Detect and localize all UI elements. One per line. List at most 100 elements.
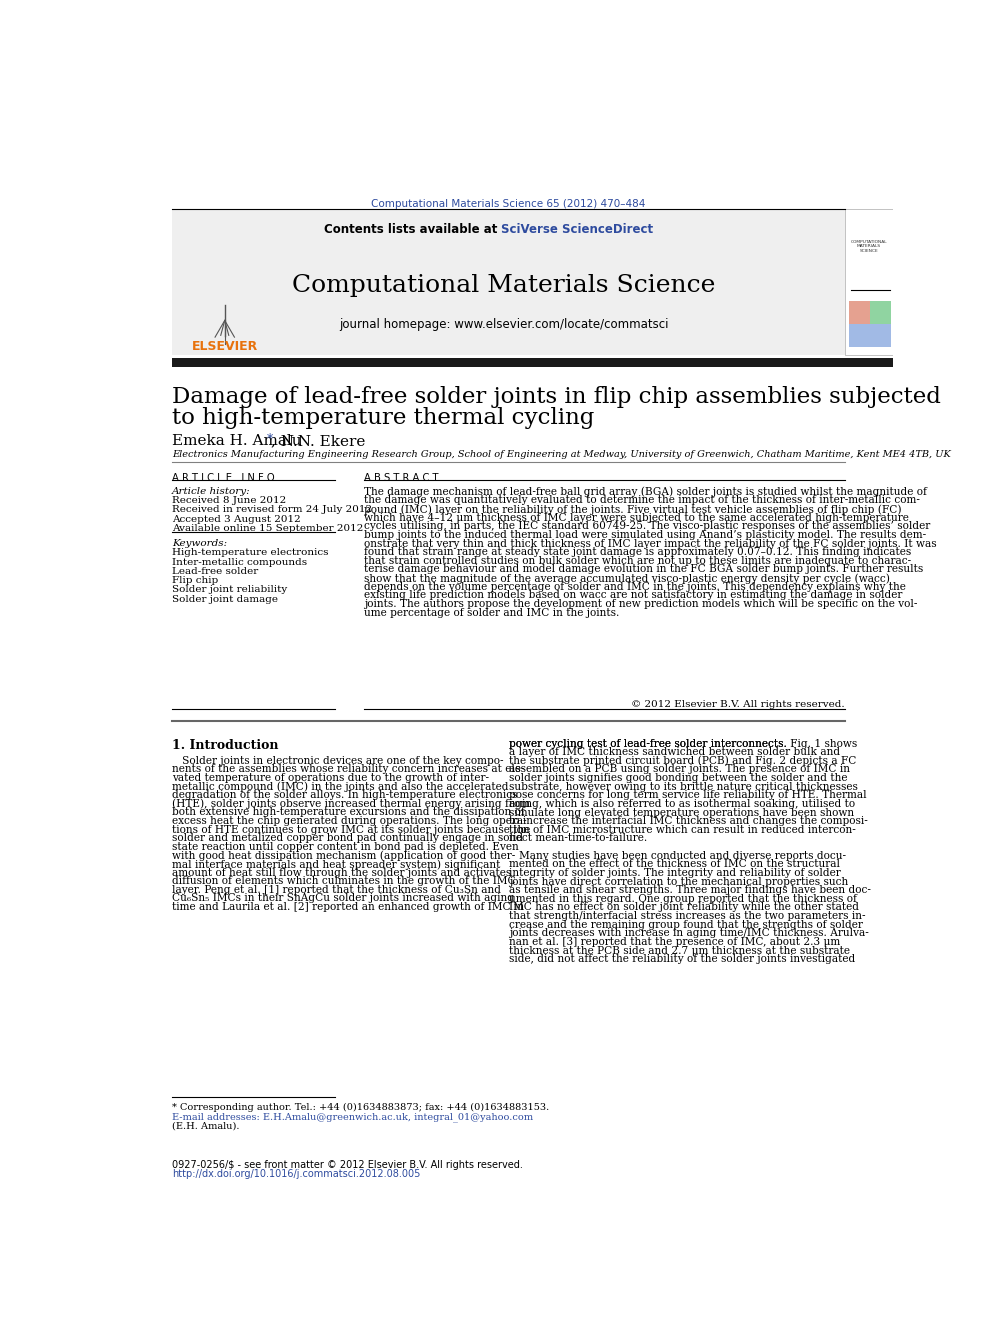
Text: COMPUTATIONAL
MATERIALS
SCIENCE: COMPUTATIONAL MATERIALS SCIENCE (850, 239, 887, 253)
Text: umented in this regard. One group reported that the thickness of: umented in this regard. One group report… (509, 894, 857, 904)
Bar (848, 324, 891, 348)
Text: Damage of lead-free solder joints in flip chip assemblies subjected: Damage of lead-free solder joints in fli… (172, 386, 941, 407)
Text: The damage mechanism of lead-free ball grid array (BGA) solder joints is studied: The damage mechanism of lead-free ball g… (364, 487, 928, 497)
Text: to high-temperature thermal cycling: to high-temperature thermal cycling (172, 406, 594, 429)
Text: which have 4–12 μm thickness of IMC layer were subjected to the same accelerated: which have 4–12 μm thickness of IMC laye… (364, 512, 909, 523)
Text: with good heat dissipation mechanism (application of good ther-: with good heat dissipation mechanism (ap… (172, 851, 515, 861)
Bar (172, 359, 893, 366)
Text: layer. Peng et al. [1] reported that the thickness of Cu₃Sn and: layer. Peng et al. [1] reported that the… (172, 885, 501, 894)
Text: solder and metalized copper bond pad continually engage in solid: solder and metalized copper bond pad con… (172, 833, 523, 843)
Text: mented on the effect of the thickness of IMC on the structural: mented on the effect of the thickness of… (509, 860, 840, 869)
Text: power cycling test of lead-free solder interconnects. Fig. 1 shows: power cycling test of lead-free solder i… (509, 738, 857, 749)
Text: mal interface materials and heat spreader system) significant: mal interface materials and heat spreade… (172, 859, 500, 869)
Text: degradation of the solder alloys. In high-temperature electronics: degradation of the solder alloys. In hig… (172, 790, 518, 800)
Text: cycles utilising, in parts, the IEC standard 60749-25. The visco-plastic respons: cycles utilising, in parts, the IEC stan… (364, 521, 930, 532)
Text: E-mail addresses: E.H.Amalu@greenwich.ac.uk, integral_01@yahoo.com: E-mail addresses: E.H.Amalu@greenwich.ac… (172, 1113, 533, 1122)
Text: as tensile and shear strengths. Three major findings have been doc-: as tensile and shear strengths. Three ma… (509, 885, 871, 896)
Text: Keywords:: Keywords: (172, 540, 227, 548)
Text: , N.N. Ekere: , N.N. Ekere (271, 434, 366, 448)
Text: Solder joints in electronic devices are one of the key compo-: Solder joints in electronic devices are … (172, 755, 504, 766)
Text: excess heat the chip generated during operations. The long opera-: excess heat the chip generated during op… (172, 816, 527, 826)
Text: Received 8 June 2012: Received 8 June 2012 (172, 496, 287, 505)
Text: Article history:: Article history: (172, 487, 251, 496)
Text: nan et al. [3] reported that the presence of IMC, about 2.3 μm: nan et al. [3] reported that the presenc… (509, 937, 840, 947)
Text: that strength/interfacial stress increases as the two parameters in-: that strength/interfacial stress increas… (509, 912, 866, 921)
Text: A B S T R A C T: A B S T R A C T (364, 472, 438, 483)
Text: Electronics Manufacturing Engineering Research Group, School of Engineering at M: Electronics Manufacturing Engineering Re… (172, 450, 950, 459)
Text: ume percentage of solder and IMC in the joints.: ume percentage of solder and IMC in the … (364, 607, 620, 618)
Text: tions of HTE continues to grow IMC at its solder joints because the: tions of HTE continues to grow IMC at it… (172, 824, 531, 835)
Text: assembled on a PCB using solder joints. The presence of IMC in: assembled on a PCB using solder joints. … (509, 765, 850, 774)
Text: joints. The authors propose the development of new prediction models which will : joints. The authors propose the developm… (364, 599, 918, 609)
Text: A R T I C L E   I N F O: A R T I C L E I N F O (172, 472, 275, 483)
Text: joints decreases with increase in aging time/IMC thickness. Arulva-: joints decreases with increase in aging … (509, 929, 869, 938)
Text: the substrate printed circuit board (PCB) and Fig. 2 depicts a FC: the substrate printed circuit board (PCB… (509, 755, 856, 766)
Text: Contents lists available at: Contents lists available at (324, 224, 501, 237)
Text: a layer of IMC thickness sandwiched between solder bulk and: a layer of IMC thickness sandwiched betw… (509, 747, 840, 757)
Text: SciVerse ScienceDirect: SciVerse ScienceDirect (501, 224, 654, 237)
Text: (HTE), solder joints observe increased thermal energy arising from: (HTE), solder joints observe increased t… (172, 799, 530, 810)
Text: 1. Introduction: 1. Introduction (172, 738, 279, 751)
Text: © 2012 Elsevier B.V. All rights reserved.: © 2012 Elsevier B.V. All rights reserved… (631, 700, 845, 709)
Text: Computational Materials Science 65 (2012) 470–484: Computational Materials Science 65 (2012… (371, 198, 646, 209)
Text: terise damage behaviour and model damage evolution in the FC BGA solder bump joi: terise damage behaviour and model damage… (364, 565, 924, 574)
Text: onstrate that very thin and thick thickness of IMC layer impact the reliability : onstrate that very thin and thick thickn… (364, 538, 936, 549)
Text: pound (IMC) layer on the reliability of the joints. Five virtual test vehicle as: pound (IMC) layer on the reliability of … (364, 504, 902, 515)
Bar (172, 209, 277, 355)
Bar (172, 209, 845, 355)
Bar (870, 302, 891, 324)
Text: show that the magnitude of the average accumulated visco-plastic energy density : show that the magnitude of the average a… (364, 573, 890, 583)
Text: joints have direct correlation to the mechanical properties such: joints have direct correlation to the me… (509, 877, 848, 886)
Text: Available online 15 September 2012: Available online 15 September 2012 (172, 524, 363, 533)
Text: Many studies have been conducted and diverse reports docu-: Many studies have been conducted and div… (509, 851, 846, 861)
Text: state reaction until copper content in bond pad is depleted. Even: state reaction until copper content in b… (172, 841, 519, 852)
Text: (E.H. Amalu).: (E.H. Amalu). (172, 1122, 239, 1130)
Text: vated temperature of operations due to the growth of inter-: vated temperature of operations due to t… (172, 773, 489, 783)
Text: simulate long elevated temperature operations have been shown: simulate long elevated temperature opera… (509, 807, 854, 818)
Text: crease and the remaining group found that the strengths of solder: crease and the remaining group found tha… (509, 919, 863, 930)
Text: metallic compound (IMC) in the joints and also the accelerated: metallic compound (IMC) in the joints an… (172, 782, 509, 792)
Text: pose concerns for long term service life reliability of HTE. Thermal: pose concerns for long term service life… (509, 790, 867, 800)
Text: *: * (267, 433, 273, 446)
Text: Lead-free solder: Lead-free solder (172, 566, 258, 576)
Text: nect mean-time-to-failure.: nect mean-time-to-failure. (509, 833, 648, 844)
Text: Solder joint damage: Solder joint damage (172, 594, 278, 603)
Text: side, did not affect the reliability of the solder joints investigated: side, did not affect the reliability of … (509, 954, 855, 964)
Text: found that strain range at steady state joint damage is approximately 0.07–0.12.: found that strain range at steady state … (364, 548, 912, 557)
Bar (845, 209, 893, 355)
Text: Received in revised form 24 July 2012: Received in revised form 24 July 2012 (172, 505, 372, 515)
Text: to increase the interfacial IMC thickness and changes the composi-: to increase the interfacial IMC thicknes… (509, 816, 868, 826)
Text: High-temperature electronics: High-temperature electronics (172, 548, 328, 557)
Text: thickness at the PCB side and 2.7 μm thickness at the substrate: thickness at the PCB side and 2.7 μm thi… (509, 946, 850, 955)
Text: http://dx.doi.org/10.1016/j.commatsci.2012.08.005: http://dx.doi.org/10.1016/j.commatsci.20… (172, 1170, 421, 1179)
Text: aging, which is also referred to as isothermal soaking, utilised to: aging, which is also referred to as isot… (509, 799, 855, 808)
Text: integrity of solder joints. The integrity and reliability of solder: integrity of solder joints. The integrit… (509, 868, 841, 878)
Text: the damage was quantitatively evaluated to determine the impact of the thickness: the damage was quantitatively evaluated … (364, 495, 921, 505)
Text: bump joints to the induced thermal load were simulated using Anand’s plasticity : bump joints to the induced thermal load … (364, 531, 927, 540)
Text: both extensive high-temperature excursions and the dissipation of: both extensive high-temperature excursio… (172, 807, 525, 818)
Text: tion of IMC microstructure which can result in reduced intercon-: tion of IMC microstructure which can res… (509, 824, 856, 835)
Text: Accepted 3 August 2012: Accepted 3 August 2012 (172, 515, 301, 524)
Text: power cycling test of lead-free solder interconnects.: power cycling test of lead-free solder i… (509, 738, 791, 749)
Text: Emeka H. Amalu: Emeka H. Amalu (172, 434, 307, 448)
Text: time and Laurila et al. [2] reported an enhanced growth of IMC in: time and Laurila et al. [2] reported an … (172, 902, 524, 912)
Text: ELSEVIER: ELSEVIER (191, 340, 258, 353)
Text: nents of the assemblies whose reliability concern increases at ele-: nents of the assemblies whose reliabilit… (172, 765, 525, 774)
Bar (848, 302, 870, 324)
Text: * Corresponding author. Tel.: +44 (0)1634883873; fax: +44 (0)1634883153.: * Corresponding author. Tel.: +44 (0)163… (172, 1103, 550, 1111)
Text: 0927-0256/$ - see front matter © 2012 Elsevier B.V. All rights reserved.: 0927-0256/$ - see front matter © 2012 El… (172, 1160, 523, 1170)
Text: Inter-metallic compounds: Inter-metallic compounds (172, 557, 308, 566)
Text: existing life prediction models based on wacc are not satisfactory in estimating: existing life prediction models based on… (364, 590, 903, 601)
Text: depends on the volume percentage of solder and IMC in the joints. This dependenc: depends on the volume percentage of sold… (364, 582, 906, 591)
Text: Solder joint reliability: Solder joint reliability (172, 585, 288, 594)
Text: IMC has no effect on solder joint reliability while the other stated: IMC has no effect on solder joint reliab… (509, 902, 859, 913)
Text: Cu₆Sn₅ IMCs in their SnAgCu solder joints increased with aging: Cu₆Sn₅ IMCs in their SnAgCu solder joint… (172, 893, 514, 904)
Text: journal homepage: www.elsevier.com/locate/commatsci: journal homepage: www.elsevier.com/locat… (339, 318, 669, 331)
Text: substrate, however owing to its brittle nature critical thicknesses: substrate, however owing to its brittle … (509, 782, 858, 791)
Text: solder joints signifies good bonding between the solder and the: solder joints signifies good bonding bet… (509, 773, 848, 783)
Text: Computational Materials Science: Computational Materials Science (292, 274, 715, 298)
Text: that strain controlled studies on bulk solder which are not up to these limits a: that strain controlled studies on bulk s… (364, 556, 912, 566)
Text: Flip chip: Flip chip (172, 576, 218, 585)
Text: diffusion of elements which culminates in the growth of the IMC: diffusion of elements which culminates i… (172, 876, 516, 886)
Text: amount of heat still flow through the solder joints and activates: amount of heat still flow through the so… (172, 868, 511, 877)
